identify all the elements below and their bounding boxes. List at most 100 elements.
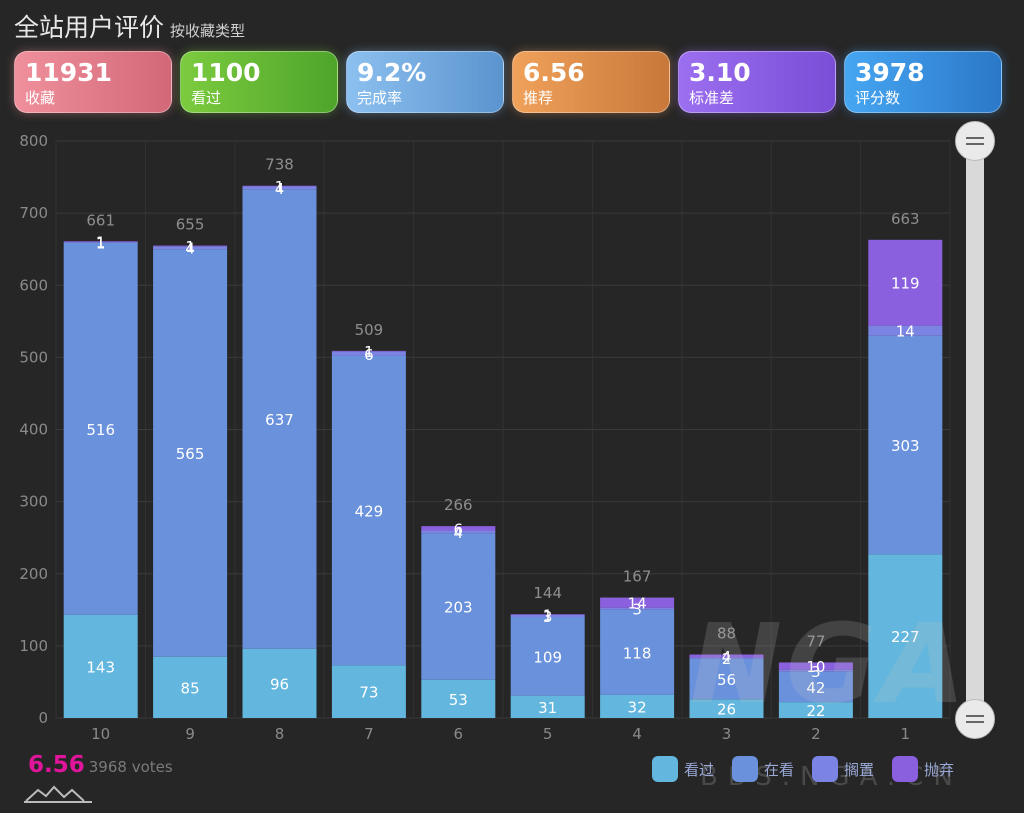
bar-segment (510, 614, 585, 618)
x-tick-label: 4 (632, 725, 642, 743)
bar-total-label: 77 (806, 632, 825, 650)
bar-total-label: 509 (355, 321, 384, 339)
bar-data-label: 109 (533, 648, 562, 666)
bar-segment (63, 241, 138, 242)
bar-segment (868, 239, 943, 326)
handle-grip-icon (966, 137, 984, 139)
bar-data-label: 3 (632, 601, 642, 619)
bar-data-label: 6 (454, 520, 464, 538)
bar-data-label: 4 (275, 180, 285, 198)
legend-swatch (652, 756, 678, 782)
bar-total-label: 661 (86, 211, 115, 229)
x-tick-label: 6 (454, 725, 464, 743)
stat-label: 完成率 (357, 89, 403, 107)
stat-value: 6.56 (523, 58, 585, 87)
stat-card-std-dev[interactable]: 3.10 标准差 (678, 51, 836, 113)
bar-segment (689, 699, 764, 718)
bar-total-label: 167 (623, 568, 652, 586)
bar-data-label: 42 (806, 679, 825, 697)
stat-label: 看过 (191, 89, 222, 107)
stat-label: 评分数 (855, 89, 901, 107)
bar-data-label: 637 (265, 411, 294, 429)
score-summary: 6.56 3968 votes (28, 752, 173, 778)
bar-segment (242, 185, 317, 187)
bar-data-label: 31 (538, 699, 557, 717)
stat-card-rating-count[interactable]: 3978 评分数 (844, 51, 1002, 113)
bar-segment (778, 662, 853, 670)
zoom-slider-bottom-handle[interactable] (955, 699, 995, 739)
x-tick-label: 8 (275, 725, 285, 743)
legend-swatch (732, 756, 759, 782)
legend-item-watching[interactable]: 在看 (732, 756, 794, 782)
title-text: 全站用户评价 (14, 13, 165, 42)
bar-segment (153, 656, 228, 718)
y-tick-label: 800 (19, 132, 48, 150)
stat-card-completion-rate[interactable]: 9.2% 完成率 (346, 51, 504, 113)
bar-data-label: 22 (806, 702, 825, 720)
x-tick-label: 9 (185, 725, 195, 743)
bar-data-label: 2 (722, 650, 732, 668)
bar-data-label: 1 (543, 607, 553, 625)
bar-segment (778, 671, 853, 703)
bar-total-label: 738 (265, 156, 294, 174)
bar-data-label: 14 (628, 595, 647, 613)
x-tick-label: 3 (722, 725, 732, 743)
bar-data-label: 119 (891, 275, 920, 293)
bar-segment (331, 350, 406, 352)
bar-segment (242, 189, 317, 649)
stat-card-watched[interactable]: 1100 看过 (180, 51, 338, 113)
stat-value: 9.2% (357, 58, 427, 87)
zoom-slider-top-handle[interactable] (955, 121, 995, 161)
chart-legend: 看过 在看 搁置 抛弃 (652, 756, 972, 782)
legend-swatch (892, 756, 919, 782)
bar-segment (63, 614, 138, 718)
bar-segment (600, 607, 675, 610)
bar-segment (868, 554, 943, 718)
bar-segment (868, 325, 943, 336)
bar-data-label: 118 (623, 644, 652, 662)
bar-data-label: 303 (891, 437, 920, 455)
title-subtitle: 按收藏类型 (170, 22, 246, 40)
stat-value: 1100 (191, 58, 261, 87)
x-tick-label: 1 (901, 725, 911, 743)
bar-segment (600, 694, 675, 718)
bar-segment (868, 335, 943, 555)
bar-segment (63, 242, 138, 615)
bar-data-label: 53 (449, 691, 468, 709)
y-tick-label: 600 (19, 276, 48, 294)
bar-segment (421, 526, 496, 531)
legend-label: 在看 (764, 760, 795, 779)
legend-item-on-hold[interactable]: 搁置 (812, 756, 874, 782)
bar-segment (63, 241, 138, 243)
zoom-slider-track[interactable] (966, 143, 984, 715)
distribution-icon[interactable] (24, 784, 94, 804)
bar-segment (242, 648, 317, 718)
x-tick-label: 5 (543, 725, 553, 743)
stat-card-recommend[interactable]: 6.56 推荐 (512, 51, 670, 113)
y-tick-label: 200 (19, 565, 48, 583)
bar-total-label: 88 (717, 625, 736, 643)
y-tick-label: 500 (19, 348, 48, 366)
bar-total-label: 655 (176, 216, 205, 234)
average-score: 6.56 (28, 752, 85, 778)
bar-segment (689, 654, 764, 658)
legend-label: 抛弃 (924, 760, 955, 779)
bar-total-label: 144 (533, 584, 562, 602)
bar-segment (421, 679, 496, 718)
stat-label: 推荐 (523, 89, 554, 107)
bar-segment (153, 245, 228, 247)
legend-item-dropped[interactable]: 抛弃 (892, 756, 954, 782)
bar-data-label: 516 (86, 421, 115, 439)
bar-segment (153, 246, 228, 250)
bar-data-label: 1 (96, 234, 106, 252)
bar-data-label: 203 (444, 599, 473, 617)
bar-segment (331, 665, 406, 718)
legend-item-watched[interactable]: 看过 (652, 756, 714, 782)
legend-swatch (812, 756, 839, 782)
stat-label: 标准差 (689, 89, 735, 107)
stat-card-collections[interactable]: 11931 收藏 (14, 51, 172, 113)
stat-value: 3.10 (689, 58, 751, 87)
bar-total-label: 266 (444, 496, 473, 514)
legend-label: 看过 (684, 760, 715, 779)
